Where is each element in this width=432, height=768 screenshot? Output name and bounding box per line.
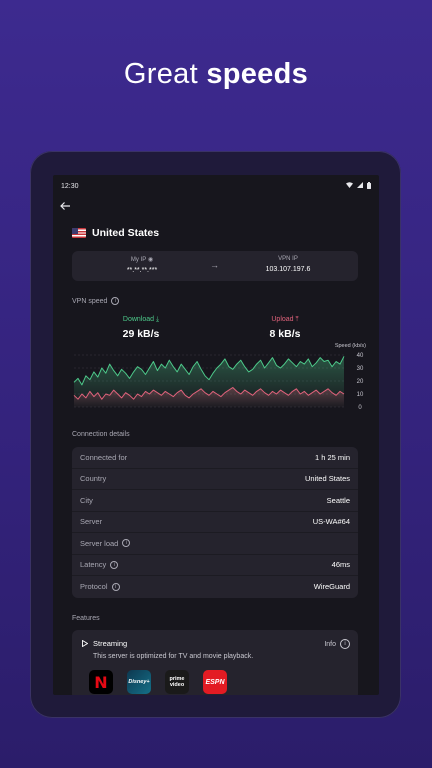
row-server-load[interactable]: Server load i — [72, 533, 358, 555]
headline: Great speeds — [0, 58, 432, 91]
netflix-icon: N — [89, 670, 113, 694]
connection-details: Connected for 1 h 25 min Country United St… — [72, 447, 358, 598]
play-icon — [82, 640, 88, 647]
speed-chart: Speed (kb/s) 40 30 20 10 0 — [72, 341, 368, 415]
row-latency[interactable]: Latency i 46ms — [72, 555, 358, 576]
info-icon[interactable]: i — [110, 560, 119, 569]
back-arrow-icon[interactable] — [59, 200, 73, 214]
headline-normal: Great — [123, 58, 207, 90]
feature-description: This server is optimized for TV and movi… — [93, 653, 254, 660]
eye-icon[interactable]: ◉ — [147, 257, 154, 263]
connection-details-label: Connection details — [72, 431, 130, 438]
country-name: United States — [92, 227, 160, 239]
device-screen: 12:30 United States My IP ◉ **.**.**.***… — [53, 175, 379, 695]
row-country: Country United States — [72, 469, 358, 490]
row-server: Server US-WA#64 — [72, 512, 358, 533]
vpn-speed-label: VPN speed i — [72, 297, 120, 305]
y-tick-label: 40 — [357, 353, 364, 359]
y-axis-label: Speed (kb/s) — [335, 343, 366, 349]
my-ip: My IP ◉ **.**.**.*** — [82, 256, 202, 274]
vpn-ip-value: 103.107.197.6 — [265, 266, 311, 273]
row-protocol[interactable]: Protocol i WireGuard — [80, 582, 350, 592]
y-tick-label: 20 — [357, 379, 364, 385]
download-arrow-icon: ⤓ — [155, 316, 160, 323]
prime-video-icon: prime video — [165, 670, 189, 694]
battery-icon — [367, 181, 371, 191]
feature-title: Streaming — [82, 639, 127, 648]
espn-icon: ESPN — [203, 670, 227, 694]
streaming-feature-card: Streaming Info i This server is optimize… — [72, 630, 358, 695]
features-label: Features — [72, 615, 100, 622]
signal-icon — [357, 182, 363, 190]
arrow-right-icon: → — [210, 260, 219, 270]
headline-bold: speeds — [206, 58, 309, 90]
upload-arrow-icon: ⤒ — [295, 316, 299, 323]
country-header: United States — [72, 227, 159, 239]
status-time: 12:30 — [61, 182, 79, 190]
download-label: Download ⤓ — [122, 316, 160, 323]
row-connected-for: Connected for 1 h 25 min — [72, 447, 358, 469]
disney-plus-icon: Disney+ — [127, 670, 151, 694]
feature-info-button[interactable]: Info i — [324, 639, 350, 649]
info-icon[interactable]: i — [111, 297, 120, 305]
speed-chart-svg: Speed (kb/s) 40 30 20 10 0 — [73, 343, 366, 411]
upload-area — [74, 387, 344, 407]
download-speed: Download ⤓ 29 kB/s — [91, 316, 191, 340]
upload-line — [73, 387, 345, 400]
status-bar: 12:30 — [61, 180, 371, 192]
upload-speed: Upload ⤒ 8 kB/s — [235, 316, 335, 340]
streaming-apps: N Disney+ prime video ESPN — [89, 670, 227, 694]
ip-box: My IP ◉ **.**.**.*** → VPN IP 103.107.19… — [72, 251, 358, 281]
vpn-ip-label: VPN IP — [278, 256, 298, 262]
info-icon[interactable]: i — [340, 639, 350, 649]
info-icon[interactable]: i — [111, 582, 120, 591]
vpn-ip: VPN IP 103.107.197.6 — [228, 256, 348, 273]
upload-label: Upload ⤒ — [271, 316, 299, 323]
my-ip-value: **.**.**.*** — [126, 267, 158, 274]
wifi-icon — [346, 182, 353, 190]
row-city: City Seattle — [72, 490, 358, 512]
download-line — [73, 356, 345, 386]
y-tick-label: 30 — [357, 366, 364, 372]
y-tick-label: 0 — [358, 405, 362, 411]
my-ip-label: My IP ◉ — [130, 257, 154, 263]
upload-value: 8 kB/s — [269, 328, 301, 340]
y-tick-label: 10 — [357, 392, 364, 398]
us-flag-icon — [72, 228, 86, 238]
download-value: 29 kB/s — [122, 328, 160, 340]
info-icon[interactable]: i — [122, 539, 131, 548]
